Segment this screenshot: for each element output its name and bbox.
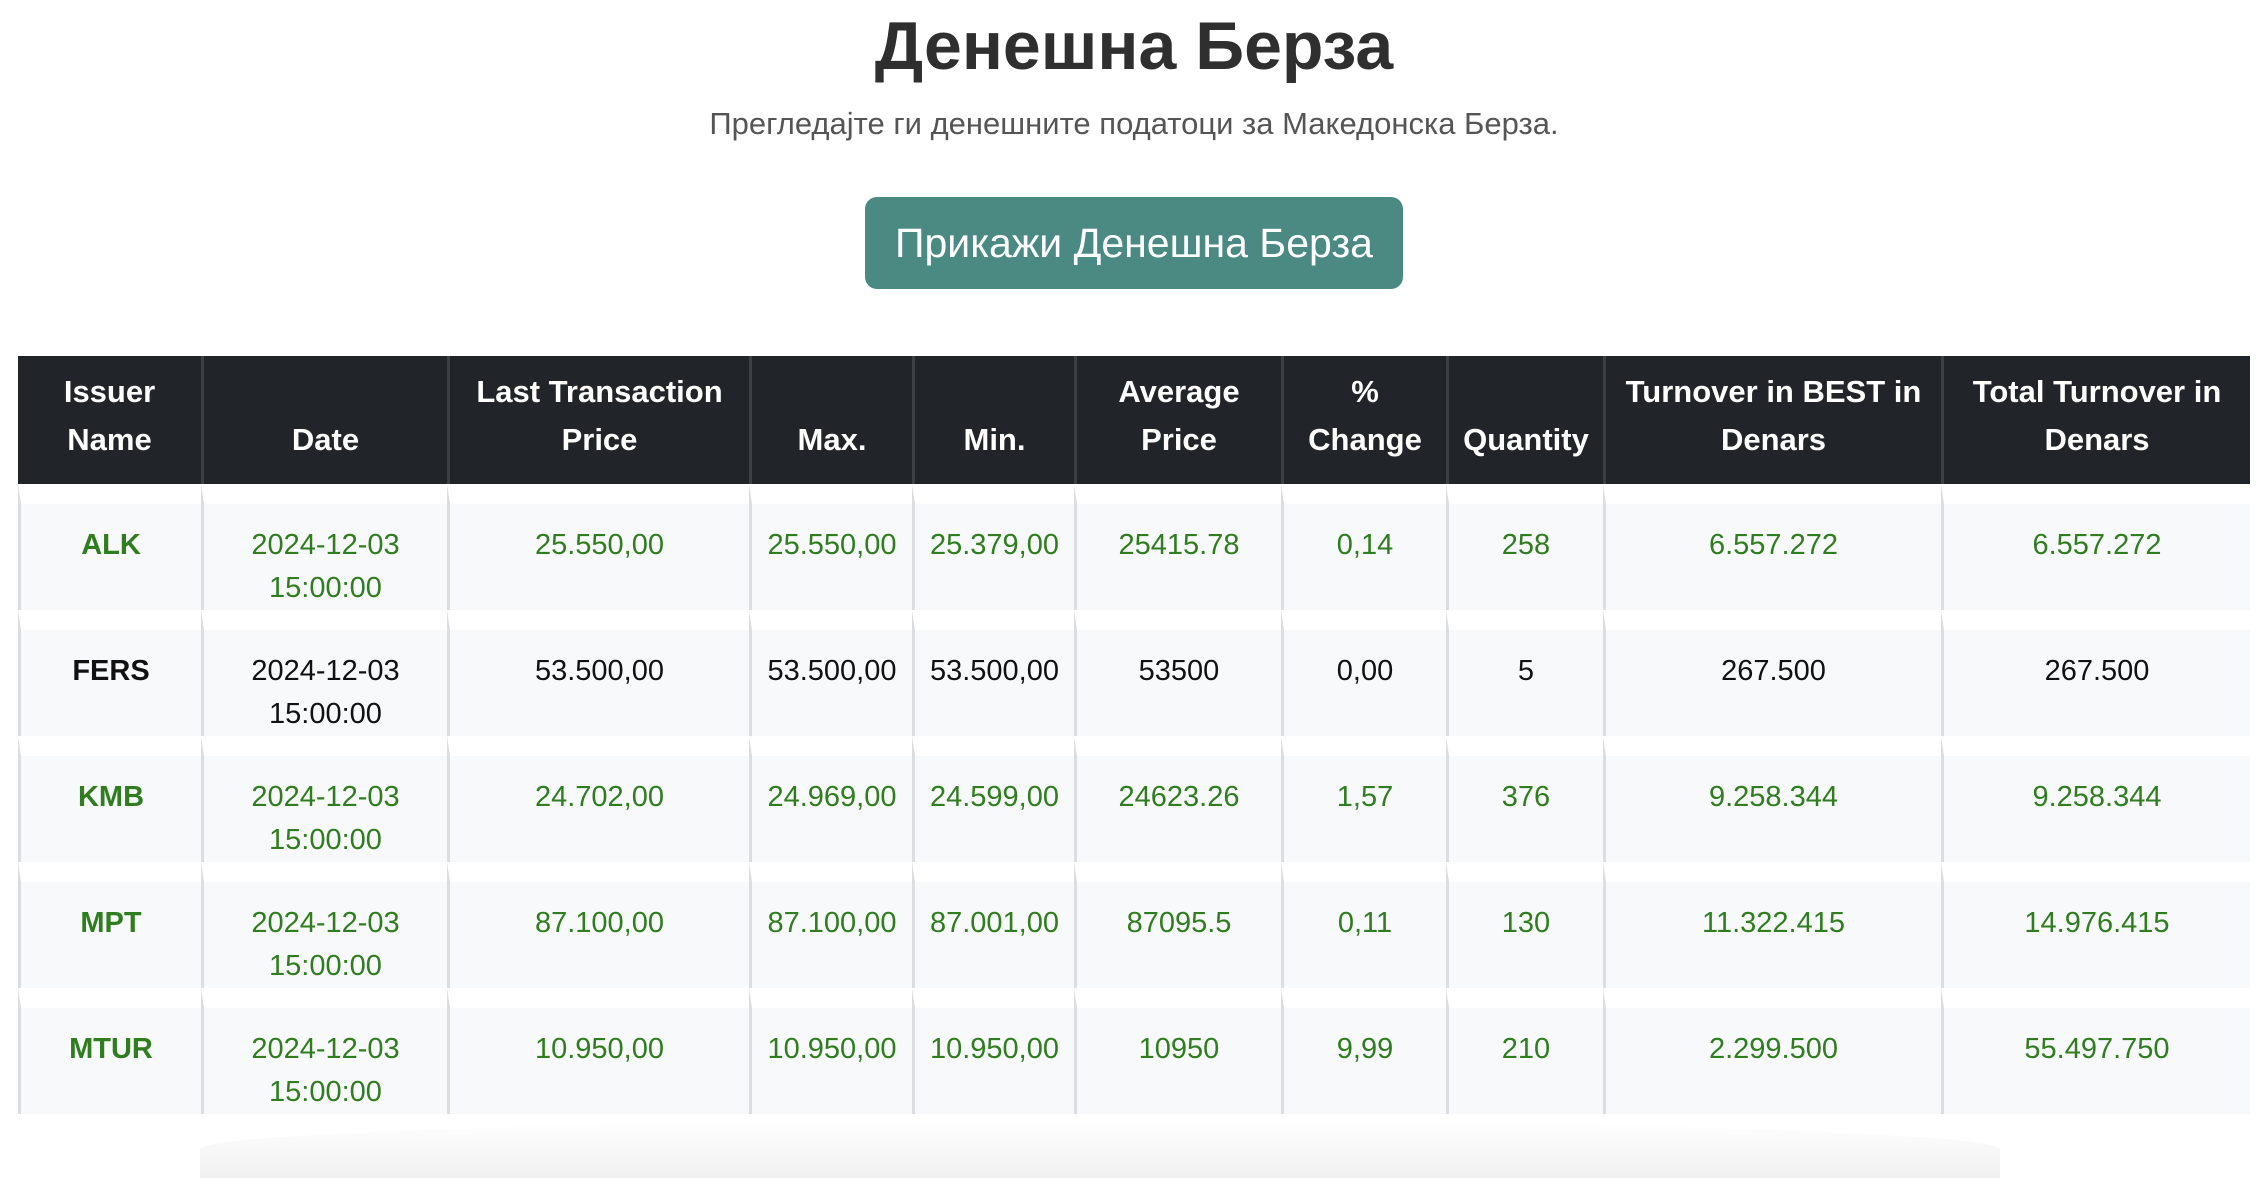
cell-total-turnover: 6.557.272 (1941, 484, 2250, 610)
cell-percent-change: 0,11 (1281, 862, 1446, 988)
column-header-issuer-name: Issuer Name (18, 356, 201, 484)
page-subtitle: Прегледајте ги денешните податоци за Мак… (709, 106, 1559, 141)
cell-turnover-best: 11.322.415 (1603, 862, 1941, 988)
cell-date: 2024-12-03 15:00:00 (201, 862, 447, 988)
cell-issuer-name: ALK (18, 484, 201, 610)
column-header-quantity: Quantity (1446, 356, 1603, 484)
cell-min: 25.379,00 (912, 484, 1074, 610)
cell-quantity: 5 (1446, 610, 1603, 736)
table-body: ALK 2024-12-03 15:00:00 25.550,00 25.550… (18, 484, 2250, 1114)
table-row: ALK 2024-12-03 15:00:00 25.550,00 25.550… (18, 484, 2250, 610)
column-header-percent-change: % Change (1281, 356, 1446, 484)
cell-turnover-best: 9.258.344 (1603, 736, 1941, 862)
column-header-turnover-best: Turnover in BEST in Denars (1603, 356, 1941, 484)
cell-last-transaction-price: 25.550,00 (447, 484, 749, 610)
table-header: Issuer Name Date Last Transaction Price … (18, 356, 2250, 484)
page-title: Денешна Берза (874, 8, 1394, 84)
cell-min: 10.950,00 (912, 988, 1074, 1114)
cell-average-price: 24623.26 (1074, 736, 1281, 862)
cell-quantity: 258 (1446, 484, 1603, 610)
column-header-total-turnover: Total Turnover in Denars (1941, 356, 2250, 484)
cell-max: 25.550,00 (749, 484, 912, 610)
exchange-table: Issuer Name Date Last Transaction Price … (18, 356, 2250, 1114)
table-row: KMB 2024-12-03 15:00:00 24.702,00 24.969… (18, 736, 2250, 862)
column-header-max: Max. (749, 356, 912, 484)
cell-date: 2024-12-03 15:00:00 (201, 484, 447, 610)
cell-turnover-best: 6.557.272 (1603, 484, 1941, 610)
table-row: FERS 2024-12-03 15:00:00 53.500,00 53.50… (18, 610, 2250, 736)
cell-last-transaction-price: 53.500,00 (447, 610, 749, 736)
column-header-min: Min. (912, 356, 1074, 484)
cell-issuer-name: KMB (18, 736, 201, 862)
cell-quantity: 130 (1446, 862, 1603, 988)
cell-total-turnover: 55.497.750 (1941, 988, 2250, 1114)
cell-max: 53.500,00 (749, 610, 912, 736)
cell-last-transaction-price: 87.100,00 (447, 862, 749, 988)
cell-max: 24.969,00 (749, 736, 912, 862)
bottom-shadow (200, 1120, 2000, 1178)
cell-average-price: 10950 (1074, 988, 1281, 1114)
cell-date: 2024-12-03 15:00:00 (201, 736, 447, 862)
show-today-exchange-button[interactable]: Прикажи Денешна Берза (865, 197, 1403, 289)
cell-turnover-best: 267.500 (1603, 610, 1941, 736)
cell-total-turnover: 267.500 (1941, 610, 2250, 736)
cell-quantity: 376 (1446, 736, 1603, 862)
cell-average-price: 87095.5 (1074, 862, 1281, 988)
exchange-table-container: Issuer Name Date Last Transaction Price … (18, 356, 2250, 1114)
cell-turnover-best: 2.299.500 (1603, 988, 1941, 1114)
cell-quantity: 210 (1446, 988, 1603, 1114)
cell-max: 10.950,00 (749, 988, 912, 1114)
cell-issuer-name: MTUR (18, 988, 201, 1114)
cell-issuer-name: MPT (18, 862, 201, 988)
cell-percent-change: 9,99 (1281, 988, 1446, 1114)
cell-issuer-name: FERS (18, 610, 201, 736)
cell-total-turnover: 9.258.344 (1941, 736, 2250, 862)
cell-average-price: 25415.78 (1074, 484, 1281, 610)
cell-percent-change: 0,00 (1281, 610, 1446, 736)
cell-max: 87.100,00 (749, 862, 912, 988)
cell-date: 2024-12-03 15:00:00 (201, 988, 447, 1114)
table-row: MPT 2024-12-03 15:00:00 87.100,00 87.100… (18, 862, 2250, 988)
column-header-date: Date (201, 356, 447, 484)
cell-min: 24.599,00 (912, 736, 1074, 862)
cell-min: 87.001,00 (912, 862, 1074, 988)
column-header-average-price: Average Price (1074, 356, 1281, 484)
cell-percent-change: 0,14 (1281, 484, 1446, 610)
cell-date: 2024-12-03 15:00:00 (201, 610, 447, 736)
cell-total-turnover: 14.976.415 (1941, 862, 2250, 988)
table-row: MTUR 2024-12-03 15:00:00 10.950,00 10.95… (18, 988, 2250, 1114)
cell-last-transaction-price: 10.950,00 (447, 988, 749, 1114)
header-row: Issuer Name Date Last Transaction Price … (18, 356, 2250, 484)
cell-percent-change: 1,57 (1281, 736, 1446, 862)
cell-min: 53.500,00 (912, 610, 1074, 736)
cell-average-price: 53500 (1074, 610, 1281, 736)
column-header-last-transaction-price: Last Transaction Price (447, 356, 749, 484)
cell-last-transaction-price: 24.702,00 (447, 736, 749, 862)
